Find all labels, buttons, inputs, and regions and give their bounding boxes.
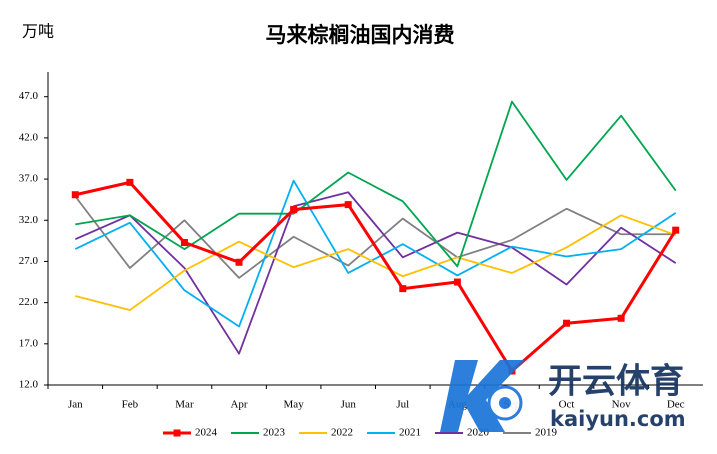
watermark-logo: [440, 360, 525, 432]
y-tick-label: 17.0: [19, 337, 39, 349]
x-tick-label: Feb: [122, 399, 139, 411]
series-line: [74, 195, 676, 279]
chart-title: 马来棕榈油国内消费: [266, 23, 455, 47]
y-tick-label: 42.0: [19, 131, 39, 143]
series-line: [74, 180, 677, 373]
series-line: [74, 179, 677, 328]
x-tick-label: Mar: [175, 399, 194, 411]
y-unit: 万吨: [22, 23, 54, 41]
watermark-brand: 开云体育: [548, 362, 684, 402]
legend-label: 2021: [399, 427, 421, 439]
watermark: 开云体育 kaiyun.com: [440, 360, 686, 432]
point-marker: [71, 191, 79, 199]
x-tick-label: Dec: [667, 399, 685, 411]
legend-marker: [173, 429, 181, 437]
y-tick-label: 32.0: [19, 214, 39, 226]
x-tick-label: Nov: [612, 399, 631, 411]
series-line: [74, 191, 677, 355]
y-tick-label: 27.0: [19, 255, 39, 267]
point-marker: [180, 239, 188, 247]
x-tick-label: Apr: [230, 399, 247, 411]
point-marker: [290, 206, 298, 214]
point-marker: [344, 201, 352, 209]
x-tick-label: May: [284, 399, 305, 411]
y-tick-label: 12.0: [19, 379, 39, 391]
legend-label: 2022: [331, 427, 353, 439]
legend-label: 2019: [535, 427, 558, 439]
x-tick-label: Oct: [559, 399, 575, 411]
point-marker: [563, 319, 571, 327]
y-tick-label: 22.0: [19, 296, 39, 308]
x-tick-label: Jun: [341, 399, 357, 411]
point-marker: [235, 258, 243, 266]
point-marker: [672, 226, 680, 234]
x-tick-label: Jan: [68, 399, 83, 411]
point-marker: [617, 314, 625, 322]
point-marker: [399, 285, 407, 293]
series-line: [75, 100, 677, 268]
point-marker: [453, 278, 461, 286]
y-tick-label: 47.0: [19, 90, 39, 102]
watermark-site: kaiyun.com: [550, 407, 686, 431]
x-tick-label: Jul: [396, 399, 409, 411]
legend-label: 2023: [263, 427, 286, 439]
y-tick-label: 37.0: [19, 173, 39, 185]
point-marker: [126, 178, 134, 186]
series-line: [75, 214, 677, 311]
watermark-ball-spot: [499, 397, 511, 409]
legend-label: 2024: [195, 427, 218, 439]
